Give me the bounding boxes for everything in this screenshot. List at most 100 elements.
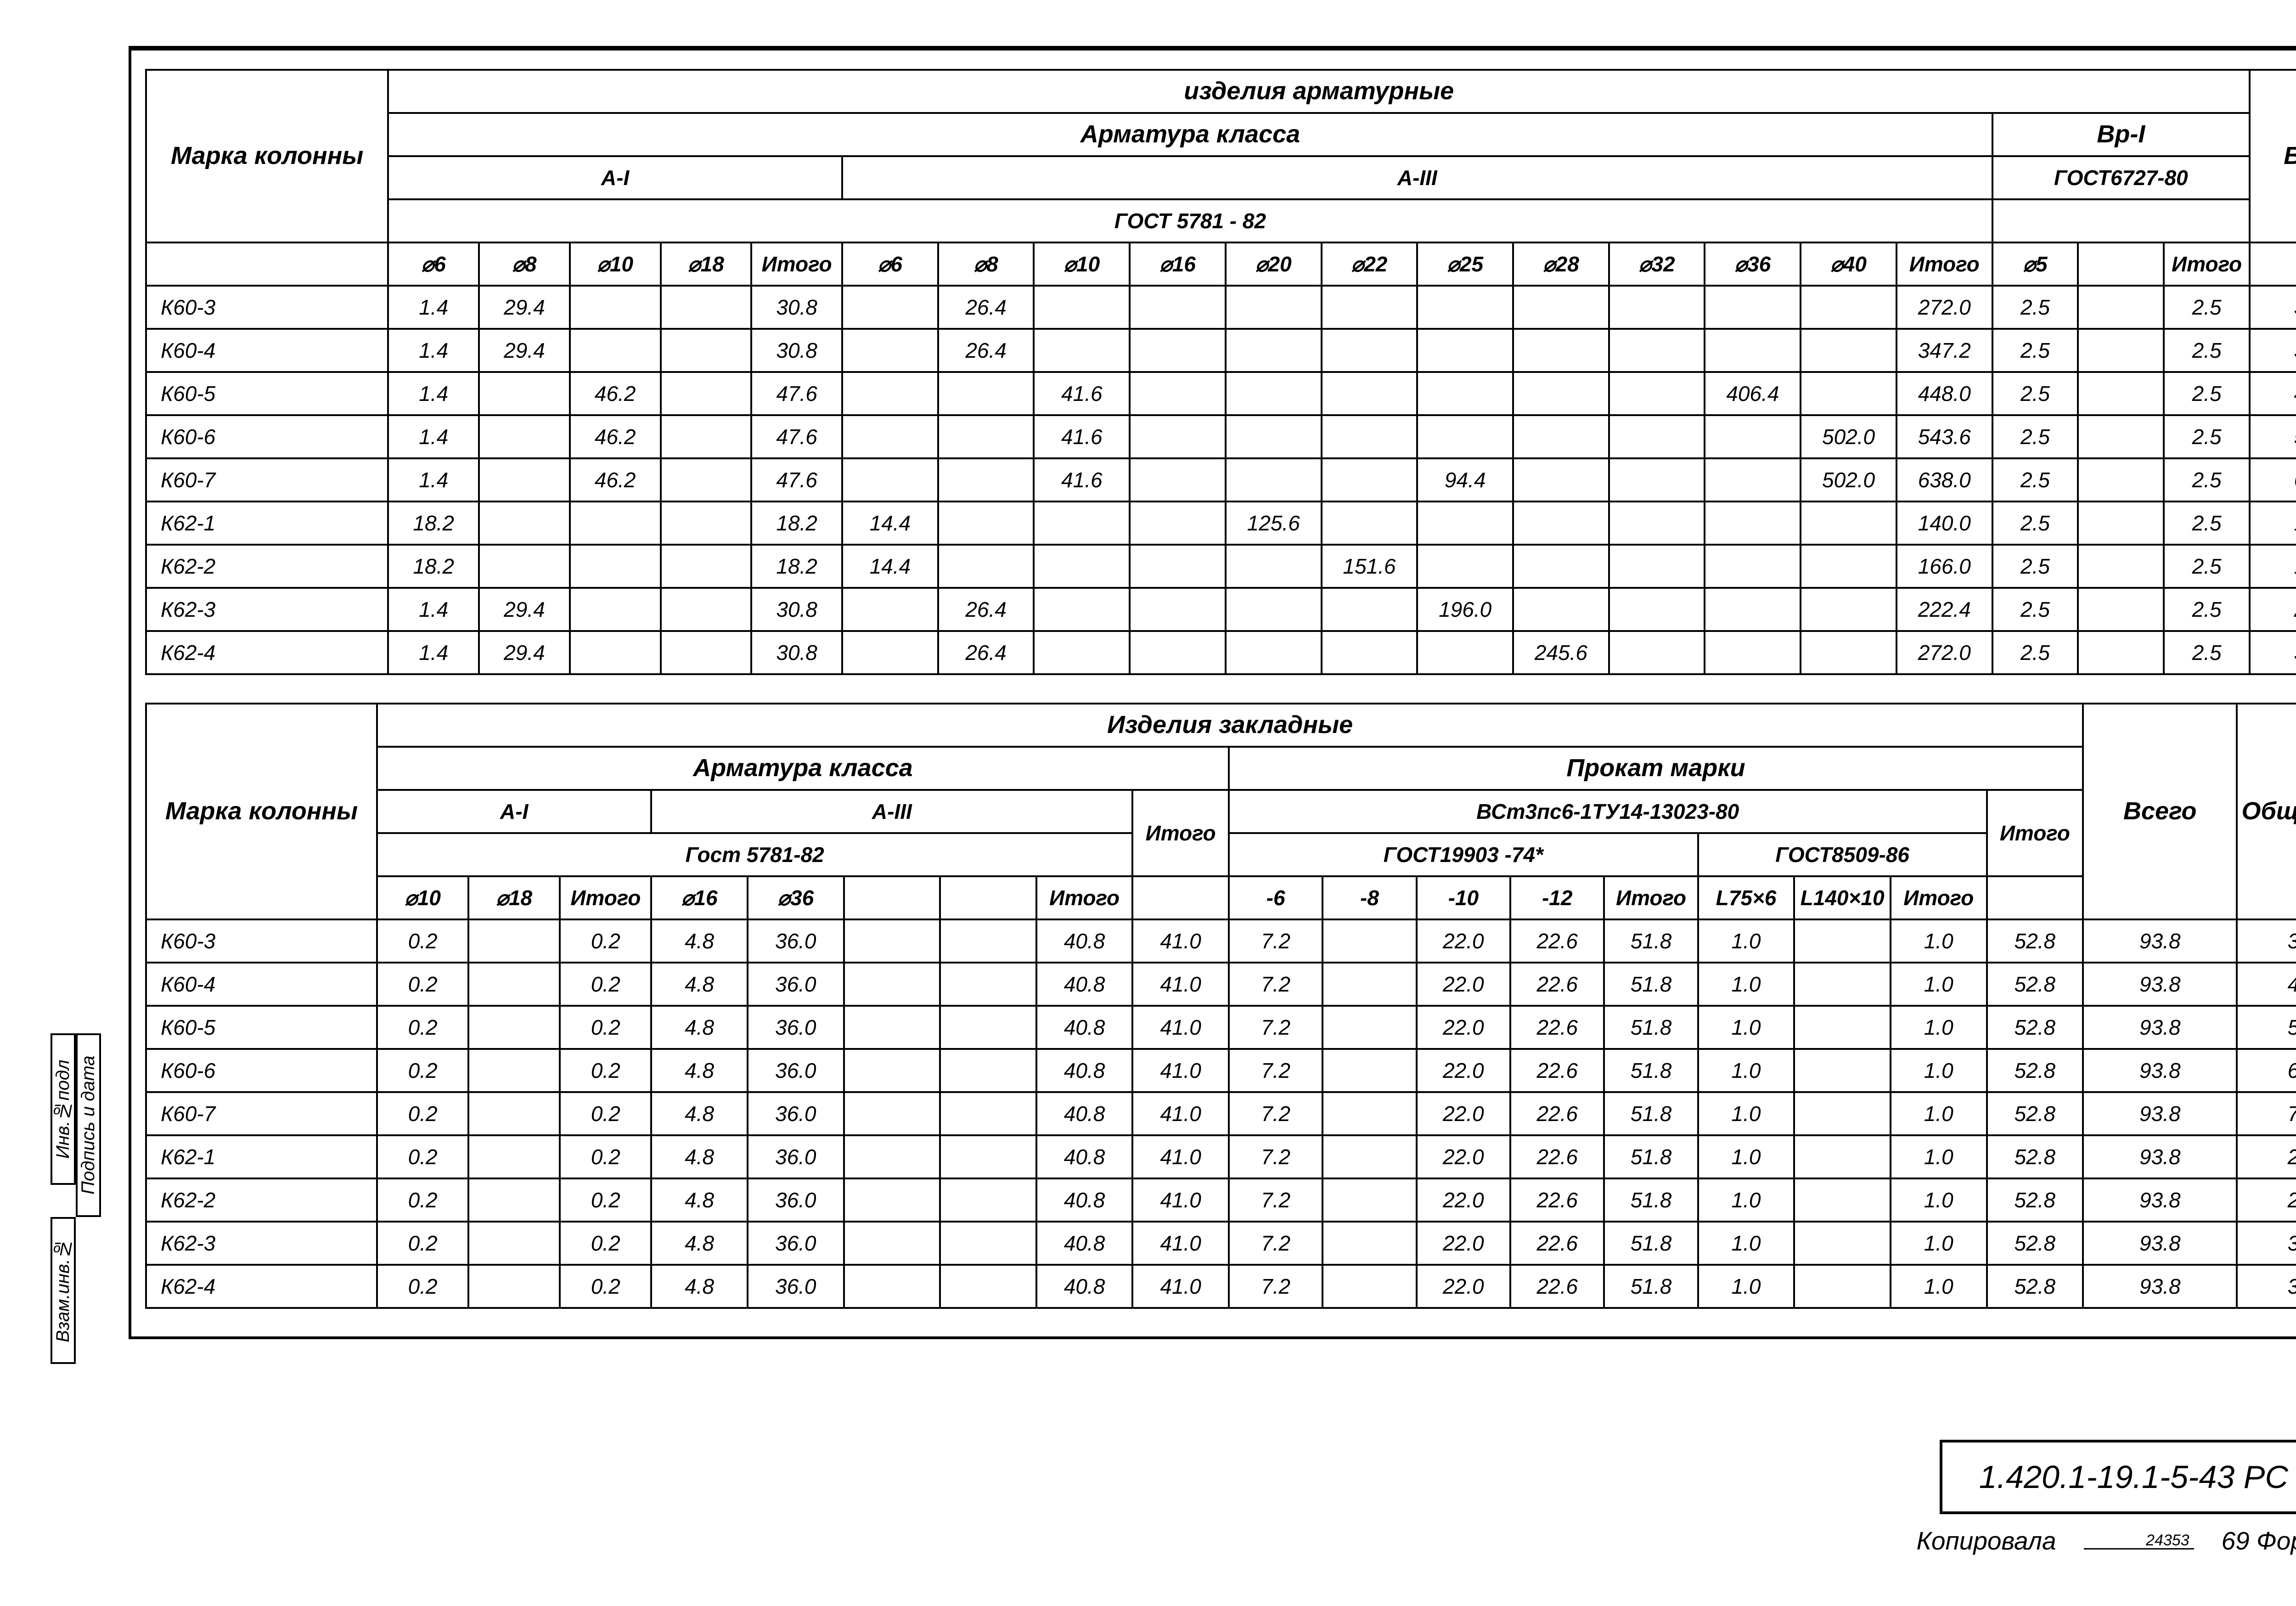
value-cell [1417, 372, 1513, 415]
value-cell: 93.8 [2083, 1006, 2237, 1049]
c2-it [1132, 876, 1229, 919]
table-row: К60-51.446.247.641.6406.4448.02.52.5448.… [146, 372, 2296, 415]
c2-g1-1: -8 [1322, 876, 1416, 919]
c2-g2-2: Итого [1891, 876, 1987, 919]
table-row: К62-10.20.24.836.040.841.07.222.022.651.… [146, 1135, 2296, 1178]
value-cell: 474.3 [2237, 963, 2296, 1006]
value-cell: 0.2 [560, 919, 651, 963]
value-cell: 26.4 [938, 631, 1034, 674]
value-cell: 22.6 [1510, 1006, 1604, 1049]
value-cell: 93.8 [2083, 1265, 2237, 1308]
value-cell [1322, 1006, 1416, 1049]
value-cell: 399.1 [2237, 919, 2296, 963]
col-a3-7: ⌀28 [1513, 242, 1609, 286]
value-cell [1705, 415, 1801, 458]
value-cell [1417, 502, 1513, 545]
value-cell [938, 372, 1034, 415]
class-bp1: Bp-I [1992, 113, 2250, 156]
value-cell: 22.6 [1510, 1178, 1604, 1222]
value-cell [1513, 329, 1609, 372]
value-cell [1130, 631, 1226, 674]
value-cell: 41.0 [1132, 1178, 1229, 1222]
c2-a1-2: Итого [560, 876, 651, 919]
value-cell: 543.6 [1896, 415, 1992, 458]
table-row: К60-41.429.430.826.4347.22.52.5380.5 [146, 329, 2296, 372]
value-cell: 26.4 [938, 588, 1034, 631]
value-cell [661, 588, 752, 631]
value-cell: 14.4 [842, 545, 938, 588]
value-cell: 36.0 [748, 1222, 844, 1265]
table-row: К60-50.20.24.836.040.841.07.222.022.651.… [146, 1006, 2296, 1049]
value-cell: 781.9 [2237, 1092, 2296, 1135]
value-cell: 52.8 [1987, 1049, 2083, 1092]
reinforcement-table: Марка колонны изделия арматурные Всего А… [145, 69, 2296, 675]
value-cell [661, 458, 752, 502]
value-cell [1801, 631, 1896, 674]
value-cell: 1.0 [1891, 919, 1987, 963]
value-cell: 7.2 [1229, 1092, 1322, 1135]
value-cell [1794, 963, 1891, 1006]
table-row: К60-40.20.24.836.040.841.07.222.022.651.… [146, 963, 2296, 1006]
value-cell: 18.2 [751, 545, 842, 588]
value-cell: 305.3 [2250, 631, 2296, 674]
value-cell [1322, 458, 1418, 502]
value-cell: 4.8 [651, 1265, 748, 1308]
value-cell [1513, 415, 1609, 458]
value-cell: 1.0 [1698, 1178, 1795, 1222]
value-cell: 1.4 [388, 458, 479, 502]
value-cell: 22.0 [1417, 1049, 1510, 1092]
value-cell [1705, 286, 1801, 329]
value-cell [844, 1092, 940, 1135]
value-cell: 40.8 [1036, 1265, 1133, 1308]
value-cell [1801, 545, 1896, 588]
roll-title: Прокат марки [1229, 747, 2083, 790]
mark-header-2: Марка колонны [146, 704, 377, 919]
value-cell [1322, 1265, 1416, 1308]
value-cell [1609, 588, 1705, 631]
value-cell: 186.7 [2250, 545, 2296, 588]
value-cell: 2.5 [1992, 631, 2078, 674]
value-cell [1322, 1092, 1416, 1135]
value-cell [468, 1135, 560, 1178]
value-cell [842, 458, 938, 502]
value-cell [1794, 1178, 1891, 1222]
value-cell: 380.5 [2250, 329, 2296, 372]
value-cell: 18.2 [388, 545, 479, 588]
value-cell: 1.0 [1891, 1178, 1987, 1222]
value-cell [1322, 631, 1418, 674]
value-cell [1417, 545, 1513, 588]
value-cell: 93.8 [2083, 1135, 2237, 1178]
value-cell: 2.5 [2164, 458, 2250, 502]
value-cell: 2.5 [2164, 631, 2250, 674]
value-cell: 52.8 [1987, 1178, 2083, 1222]
value-cell: 406.4 [1705, 372, 1801, 415]
value-cell: 40.8 [1036, 1006, 1133, 1049]
value-cell: 0.2 [377, 1092, 468, 1135]
value-cell: 1.0 [1698, 919, 1795, 963]
value-cell [1034, 286, 1130, 329]
class-a3-2: A-III [651, 790, 1132, 833]
value-cell: 93.8 [2083, 1178, 2237, 1222]
value-cell [1513, 545, 1609, 588]
table-row: К62-31.429.430.826.4196.0222.42.52.5255.… [146, 588, 2296, 631]
value-cell: 41.6 [1034, 372, 1130, 415]
value-cell [479, 415, 570, 458]
value-cell [1417, 329, 1513, 372]
value-cell: 2.5 [1992, 286, 2078, 329]
value-cell [1322, 1222, 1416, 1265]
value-cell [844, 1222, 940, 1265]
value-cell: 1.4 [388, 631, 479, 674]
value-cell: 51.8 [1604, 1092, 1698, 1135]
value-cell: 1.0 [1698, 1006, 1795, 1049]
value-cell [1322, 919, 1416, 963]
c2-a3-4: Итого [1036, 876, 1133, 919]
value-cell: 52.8 [1987, 1092, 2083, 1135]
value-cell: 0.2 [560, 963, 651, 1006]
value-cell: 222.4 [1896, 588, 1992, 631]
value-cell: 51.8 [1604, 1222, 1698, 1265]
value-cell [842, 372, 938, 415]
itogo-arm: Итого [1132, 790, 1229, 876]
value-cell: 0.2 [377, 1049, 468, 1092]
value-cell: 688.1 [2250, 458, 2296, 502]
value-cell: 52.8 [1987, 1006, 2083, 1049]
